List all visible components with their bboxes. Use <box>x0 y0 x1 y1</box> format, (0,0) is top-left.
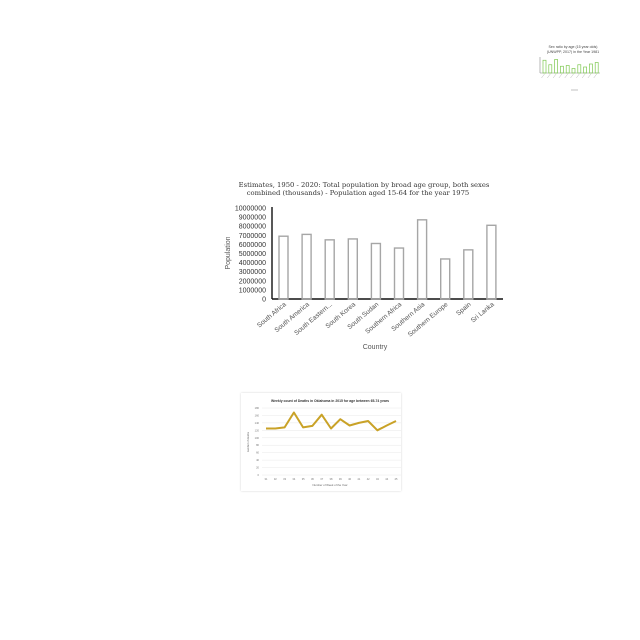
small-chart-bar <box>548 64 553 74</box>
small-chart-tick-label <box>593 73 597 79</box>
line-chart-panel <box>241 393 401 491</box>
line-chart-y-tick-label: 180 <box>255 406 260 410</box>
main-chart-bar <box>486 224 497 300</box>
line-chart-x-tick-label: 35 <box>302 477 305 481</box>
small-chart-title-line-2: (UNWPP, 2017) in the Year 1981 <box>547 50 599 54</box>
line-chart-x-tick-label: 31 <box>265 477 268 481</box>
main-chart-bar <box>440 258 451 300</box>
small-chart-tick-label <box>541 73 545 79</box>
small-chart-bar <box>542 59 547 74</box>
small-chart-tick-label <box>552 73 557 79</box>
line-chart-y-tick-label: 120 <box>255 428 260 432</box>
line-chart-x-tick-label: 39 <box>339 477 342 481</box>
main-chart-y-tick-label: 0 <box>262 297 266 304</box>
line-series-deaths <box>266 411 397 432</box>
main-chart-title-line-2: combined (thousands) - Population aged 1… <box>247 189 470 197</box>
small-chart-bar <box>589 63 593 74</box>
line-chart-y-tick-label: 80 <box>256 443 259 447</box>
small-chart-bar <box>554 59 558 74</box>
small-chart-tick-label <box>547 73 551 79</box>
line-chart-x-tick-label: 40 <box>348 477 351 481</box>
line-chart-y-tick-label: 20 <box>256 466 259 470</box>
main-chart-y-tick-label: 3000000 <box>239 269 266 276</box>
line-chart-x-tick-label: 34 <box>292 477 295 481</box>
main-chart-bar <box>301 233 312 300</box>
main-chart-y-tick-label: 4000000 <box>239 260 266 267</box>
main-chart-y-tick-label: 6000000 <box>239 242 266 249</box>
line-chart-x-tick-label: 42 <box>367 477 370 481</box>
small-chart-bar <box>577 64 582 74</box>
small-chart-bar <box>583 66 587 74</box>
line-chart-x-tick-label: 41 <box>357 477 360 481</box>
small-chart-tick-label <box>576 73 580 79</box>
small-chart-title-line-1: Sex ratio by age (15 year olds) <box>549 45 598 49</box>
main-chart-y-axis-title: Population <box>225 236 232 269</box>
main-chart-bar <box>393 247 405 300</box>
line-chart-y-tick-label: 0 <box>258 473 260 477</box>
line-chart-y-tick-label: 160 <box>255 413 260 417</box>
line-chart-x-tick-label: 36 <box>311 477 314 481</box>
main-chart-x-axis-title: Country <box>363 344 388 351</box>
small-chart-tick-label <box>570 73 574 79</box>
line-chart-y-tick-label: 100 <box>255 436 260 440</box>
small-chart-tick-label <box>558 73 563 79</box>
line-chart-y-tick-label: 140 <box>255 421 260 425</box>
main-chart-title-line-1: Estimates, 1950 - 2020: Total population… <box>239 181 490 189</box>
small-chart-bar <box>560 65 564 74</box>
small-chart-tick-label <box>564 73 568 79</box>
small-chart-tick-label <box>587 73 592 79</box>
main-chart-bar <box>347 238 358 300</box>
line-chart-y-tick-label: 60 <box>256 451 259 455</box>
line-chart-x-tick-label: 43 <box>376 477 379 481</box>
line-chart-x-tick-label: 32 <box>274 477 277 481</box>
line-chart-x-tick-label: 38 <box>330 477 333 481</box>
main-chart-bar <box>463 249 474 300</box>
main-chart-y-tick-label: 10000000 <box>235 206 266 213</box>
main-chart-y-tick-label: 9000000 <box>239 215 266 222</box>
main-chart-y-tick-label: 1000000 <box>239 287 266 294</box>
main-chart-bar <box>370 242 382 300</box>
main-chart-bar <box>278 235 289 300</box>
main-chart-bar <box>416 219 428 300</box>
line-chart-title: Weekly count of Deaths in Oklahoma in 20… <box>271 399 389 403</box>
line-chart-x-axis-title: Number of Week of the Year <box>312 483 347 487</box>
line-chart-x-tick-label: 44 <box>385 477 388 481</box>
main-chart-y-tick-label: 7000000 <box>239 233 266 240</box>
line-chart-x-tick-label: 45 <box>395 477 398 481</box>
line-chart-x-tick-label: 37 <box>320 477 323 481</box>
main-chart-y-tick-label: 8000000 <box>239 224 266 231</box>
main-chart-bar <box>324 239 335 300</box>
small-chart-tick-label <box>581 73 586 79</box>
line-chart-y-axis-title: number of deaths <box>246 431 250 452</box>
line-chart-y-tick-label: 40 <box>256 458 259 462</box>
small-chart-bar <box>571 68 576 74</box>
line-chart-x-tick-label: 33 <box>283 477 286 481</box>
main-chart-y-tick-label: 2000000 <box>239 278 266 285</box>
small-chart-bar <box>594 62 599 74</box>
main-chart-y-tick-label: 5000000 <box>239 251 266 258</box>
small-chart-bar <box>565 65 570 74</box>
